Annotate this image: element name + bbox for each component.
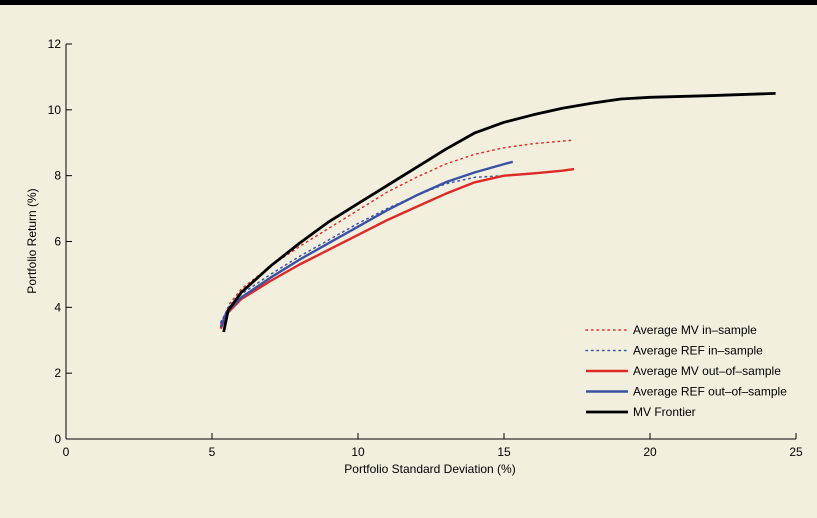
y-tick-label: 2 [54,366,61,380]
legend-label-4: MV Frontier [633,405,696,419]
series-line-4 [222,92,776,333]
axes: 0 5 10 15 20 25 0 2 4 6 8 10 12 [48,37,803,459]
top-border-bar [0,0,817,5]
x-tick-label: 0 [63,445,70,459]
series-line-3 [219,160,514,328]
x-tick-label: 25 [789,445,803,459]
y-tick-label: 6 [54,235,61,249]
legend-label-3: Average REF out–of–sample [633,385,787,399]
series-line-1 [220,174,505,323]
y-axis-label: Portfolio Return (%) [25,188,39,293]
legend-label-0: Average MV in–sample [633,323,757,337]
x-axis-label: Portfolio Standard Deviation (%) [344,462,515,476]
x-tick-label: 10 [351,445,365,459]
series-line-0 [220,139,575,325]
x-tick-label: 15 [497,445,511,459]
legend-label-1: Average REF in–sample [633,344,763,358]
legend: Average MV in–sample Average REF in–sampl… [585,323,787,419]
series-layer [219,92,776,333]
y-tick-label: 10 [48,103,62,117]
x-tick-label: 20 [643,445,657,459]
series-line-2 [219,167,575,330]
x-tick-label: 5 [209,445,216,459]
y-tick-label: 0 [54,432,61,446]
y-tick-label: 12 [48,37,62,51]
legend-label-2: Average MV out–of–sample [633,364,781,378]
y-tick-label: 4 [54,300,61,314]
y-tick-label: 8 [54,169,61,183]
